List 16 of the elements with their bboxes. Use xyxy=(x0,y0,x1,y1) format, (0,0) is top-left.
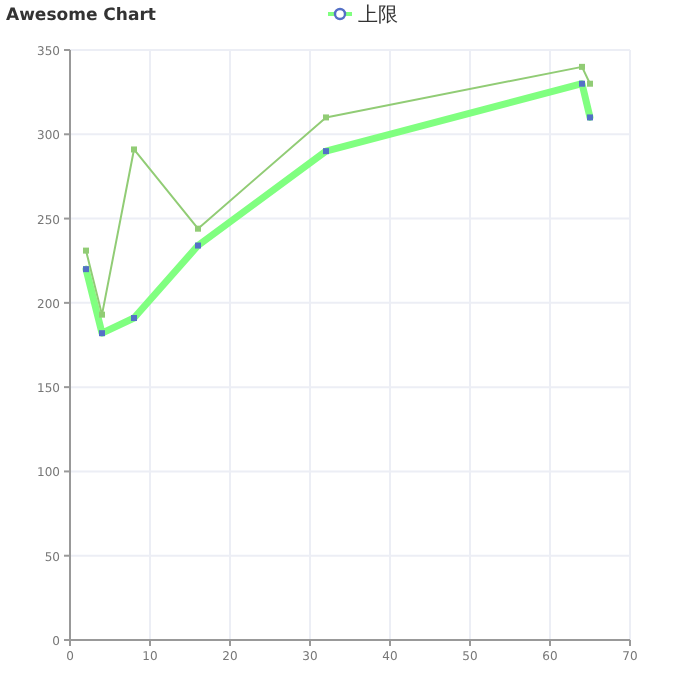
point xyxy=(323,114,329,121)
point xyxy=(579,80,585,87)
point xyxy=(195,242,201,249)
point xyxy=(323,148,329,155)
legend-label: 上限 xyxy=(358,3,398,27)
chart-title: Awesome Chart xyxy=(6,6,156,26)
point xyxy=(131,146,137,153)
point xyxy=(579,63,585,70)
point xyxy=(83,247,89,254)
point xyxy=(131,315,137,322)
point xyxy=(587,114,593,121)
point xyxy=(83,266,89,273)
point xyxy=(99,330,105,337)
point xyxy=(99,311,105,318)
point xyxy=(587,80,593,87)
point xyxy=(195,225,201,232)
